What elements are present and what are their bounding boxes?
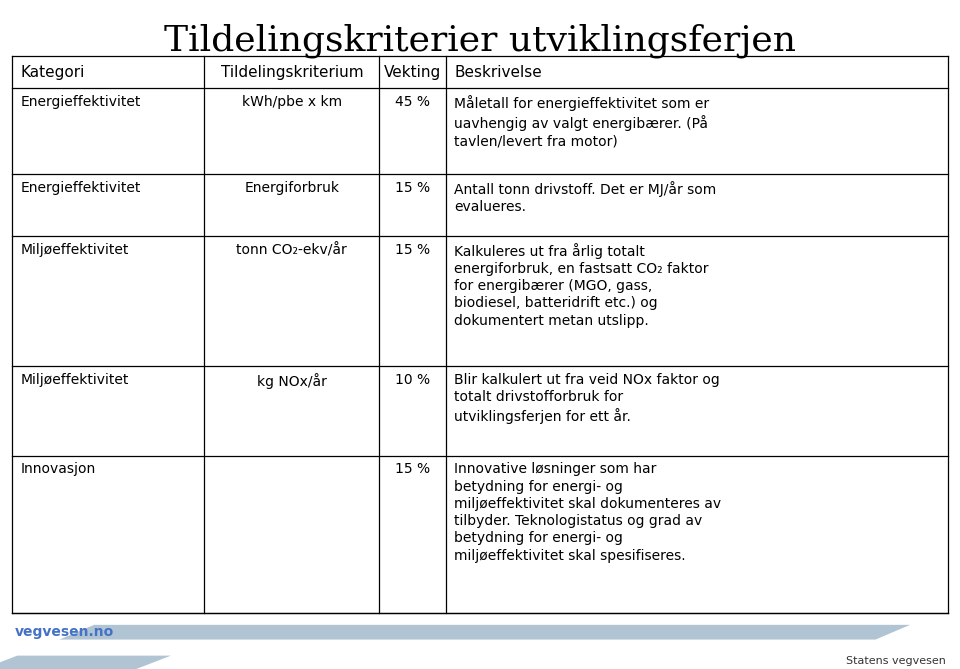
Text: 15 %: 15 %	[396, 181, 430, 195]
Text: vegvesen.no: vegvesen.no	[14, 626, 113, 639]
Text: Energiforbruk: Energiforbruk	[245, 181, 339, 195]
Text: Blir kalkulert ut fra veid NOx faktor og
totalt drivstofforbruk for
utviklingsfe: Blir kalkulert ut fra veid NOx faktor og…	[454, 373, 720, 424]
Polygon shape	[60, 625, 910, 640]
Text: Miljøeffektivitet: Miljøeffektivitet	[20, 373, 129, 387]
Text: 15 %: 15 %	[396, 243, 430, 257]
Text: Innovasjon: Innovasjon	[20, 462, 95, 476]
Text: Statens vegvesen: Statens vegvesen	[846, 656, 946, 666]
Text: kWh/pbe x km: kWh/pbe x km	[242, 95, 342, 109]
Text: Kategori: Kategori	[20, 65, 84, 80]
Text: kg NOx/år: kg NOx/år	[257, 373, 326, 389]
Text: Innovative løsninger som har
betydning for energi- og
miljøeffektivitet skal dok: Innovative løsninger som har betydning f…	[454, 462, 721, 563]
Text: 10 %: 10 %	[396, 373, 430, 387]
Text: Kalkuleres ut fra årlig totalt
energiforbruk, en fastsatt CO₂ faktor
for energib: Kalkuleres ut fra årlig totalt energifor…	[454, 243, 708, 328]
Text: 15 %: 15 %	[396, 462, 430, 476]
Text: tonn CO₂-ekv/år: tonn CO₂-ekv/år	[236, 243, 348, 257]
Text: Beskrivelse: Beskrivelse	[454, 65, 541, 80]
Text: 45 %: 45 %	[396, 95, 430, 109]
Text: Energieffektivitet: Energieffektivitet	[20, 95, 140, 109]
Text: Måletall for energieffektivitet som er
uavhengig av valgt energibærer. (På
tavle: Måletall for energieffektivitet som er u…	[454, 95, 709, 148]
Text: Vekting: Vekting	[384, 65, 442, 80]
Text: Energieffektivitet: Energieffektivitet	[20, 181, 140, 195]
Text: Tildelingskriterium: Tildelingskriterium	[221, 65, 363, 80]
Polygon shape	[0, 656, 171, 669]
Text: Tildelingskriterier utviklingsferjen: Tildelingskriterier utviklingsferjen	[164, 23, 796, 58]
Text: Miljøeffektivitet: Miljøeffektivitet	[20, 243, 129, 257]
Text: Antall tonn drivstoff. Det er MJ/år som
evalueres.: Antall tonn drivstoff. Det er MJ/år som …	[454, 181, 716, 214]
